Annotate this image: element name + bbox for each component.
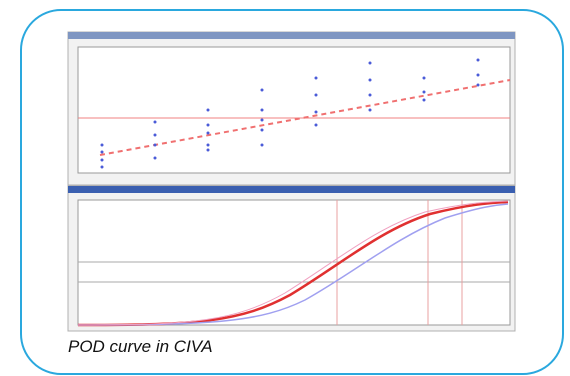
pod-window — [67, 185, 516, 332]
points — [100, 58, 480, 169]
pod-lower-bound — [77, 203, 509, 326]
pod-upper-bound — [77, 200, 509, 326]
trend-line — [99, 79, 511, 156]
title-bar — [68, 32, 515, 39]
plot-area — [77, 46, 511, 174]
frame — [20, 9, 564, 375]
scatter-window — [67, 31, 516, 186]
pod-curve — [77, 200, 509, 327]
caption: POD curve in CIVA — [68, 337, 213, 356]
title-bar — [68, 186, 515, 193]
